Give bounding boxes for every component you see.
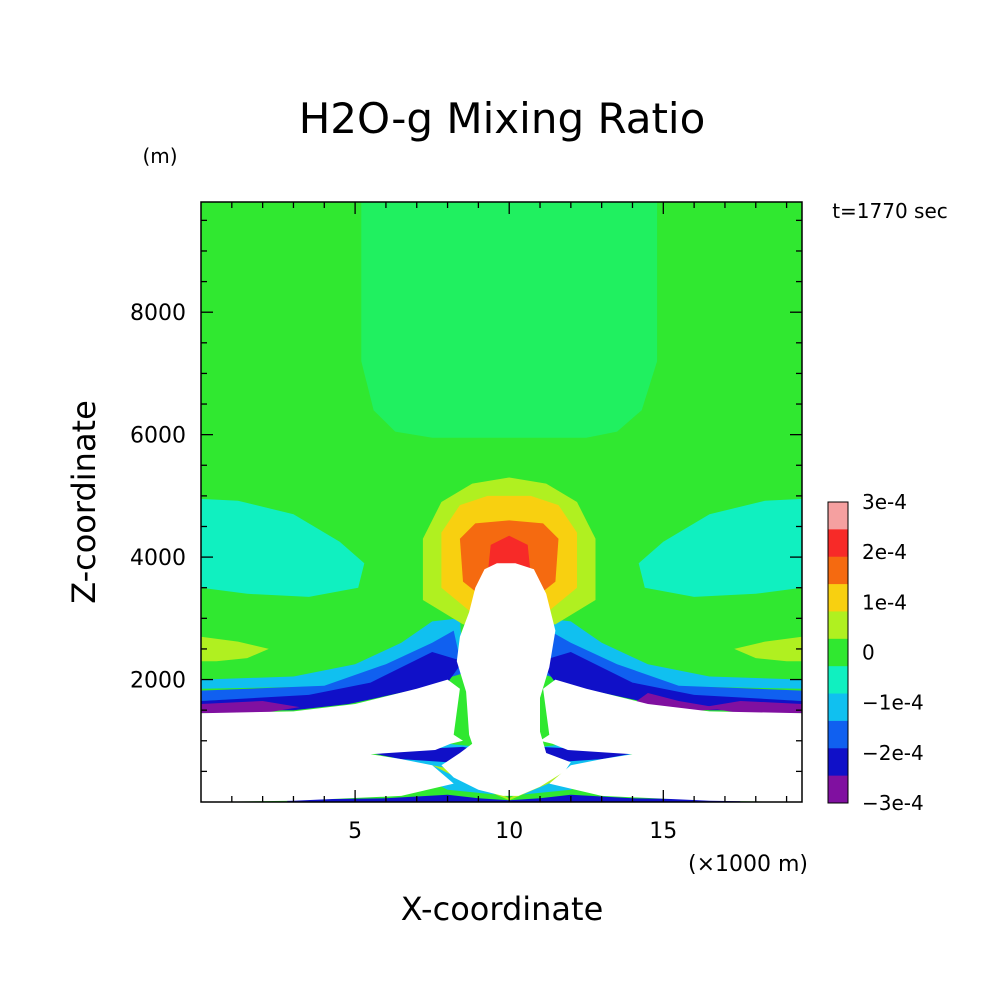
y-tick-label: 2000 [130,669,186,694]
contour-region-26 [441,563,571,796]
contour-region-3 [638,498,802,597]
colorbar-band-0 [828,502,848,530]
axis-ticks [201,202,802,802]
contour-region-5 [734,636,802,662]
contour-region-13 [703,701,802,714]
colorbar-label: −2e-4 [862,741,924,765]
time-label: t=1770 sec [832,199,948,223]
contour-region-23 [287,794,741,802]
contour-region-4 [201,636,269,662]
colorbar-band-8 [828,720,848,749]
colorbar-band-3 [828,584,848,612]
colorbar-band-7 [828,693,848,722]
plot-frame [200,201,803,803]
colorbar-band-1 [828,529,848,558]
x-tick-label: 10 [495,819,523,844]
colorbar-labels: 3e-4 2e-4 1e-4 0 −1e-4 −2e-4 −3e-4 [862,490,924,815]
contour-region-2 [201,498,365,597]
y-tick-label: 6000 [130,424,186,449]
y-unit-label: (m) [142,144,177,168]
x-axis-label: X-coordinate [401,890,604,928]
colorbar-frame [827,501,849,804]
colorbar-band-9 [828,748,848,777]
contour-region-24 [201,679,463,802]
colorbar-label: 3e-4 [862,490,907,514]
contour-region-1 [361,202,658,438]
colorbar-label: 1e-4 [862,590,907,614]
y-tick-labels: 2000 4000 6000 8000 [130,301,186,693]
contour-fill-area [201,202,802,802]
contour-region-25 [540,679,802,802]
colorbar-band-10 [828,775,848,804]
colorbar-label: −1e-4 [862,691,924,715]
x-tick-labels: 5 10 15 [348,819,677,844]
colorbar-band-5 [828,638,848,667]
x-tick-label: 15 [649,819,677,844]
colorbar-label: 0 [862,641,875,665]
y-tick-label: 8000 [130,301,186,326]
x-unit-label: (×1000 m) [688,852,808,877]
contour-region-12 [201,701,300,714]
y-tick-label: 4000 [130,546,186,571]
colorbar [827,501,849,804]
colorbar-label: 2e-4 [862,540,907,564]
colorbar-band-6 [828,666,848,695]
chart-title: H2O-g Mixing Ratio [299,94,706,143]
colorbar-label: −3e-4 [862,791,924,815]
x-tick-label: 5 [348,819,362,844]
colorbar-band-2 [828,556,848,585]
y-axis-label: Z-coordinate [65,400,103,604]
colorbar-band-4 [828,611,848,640]
